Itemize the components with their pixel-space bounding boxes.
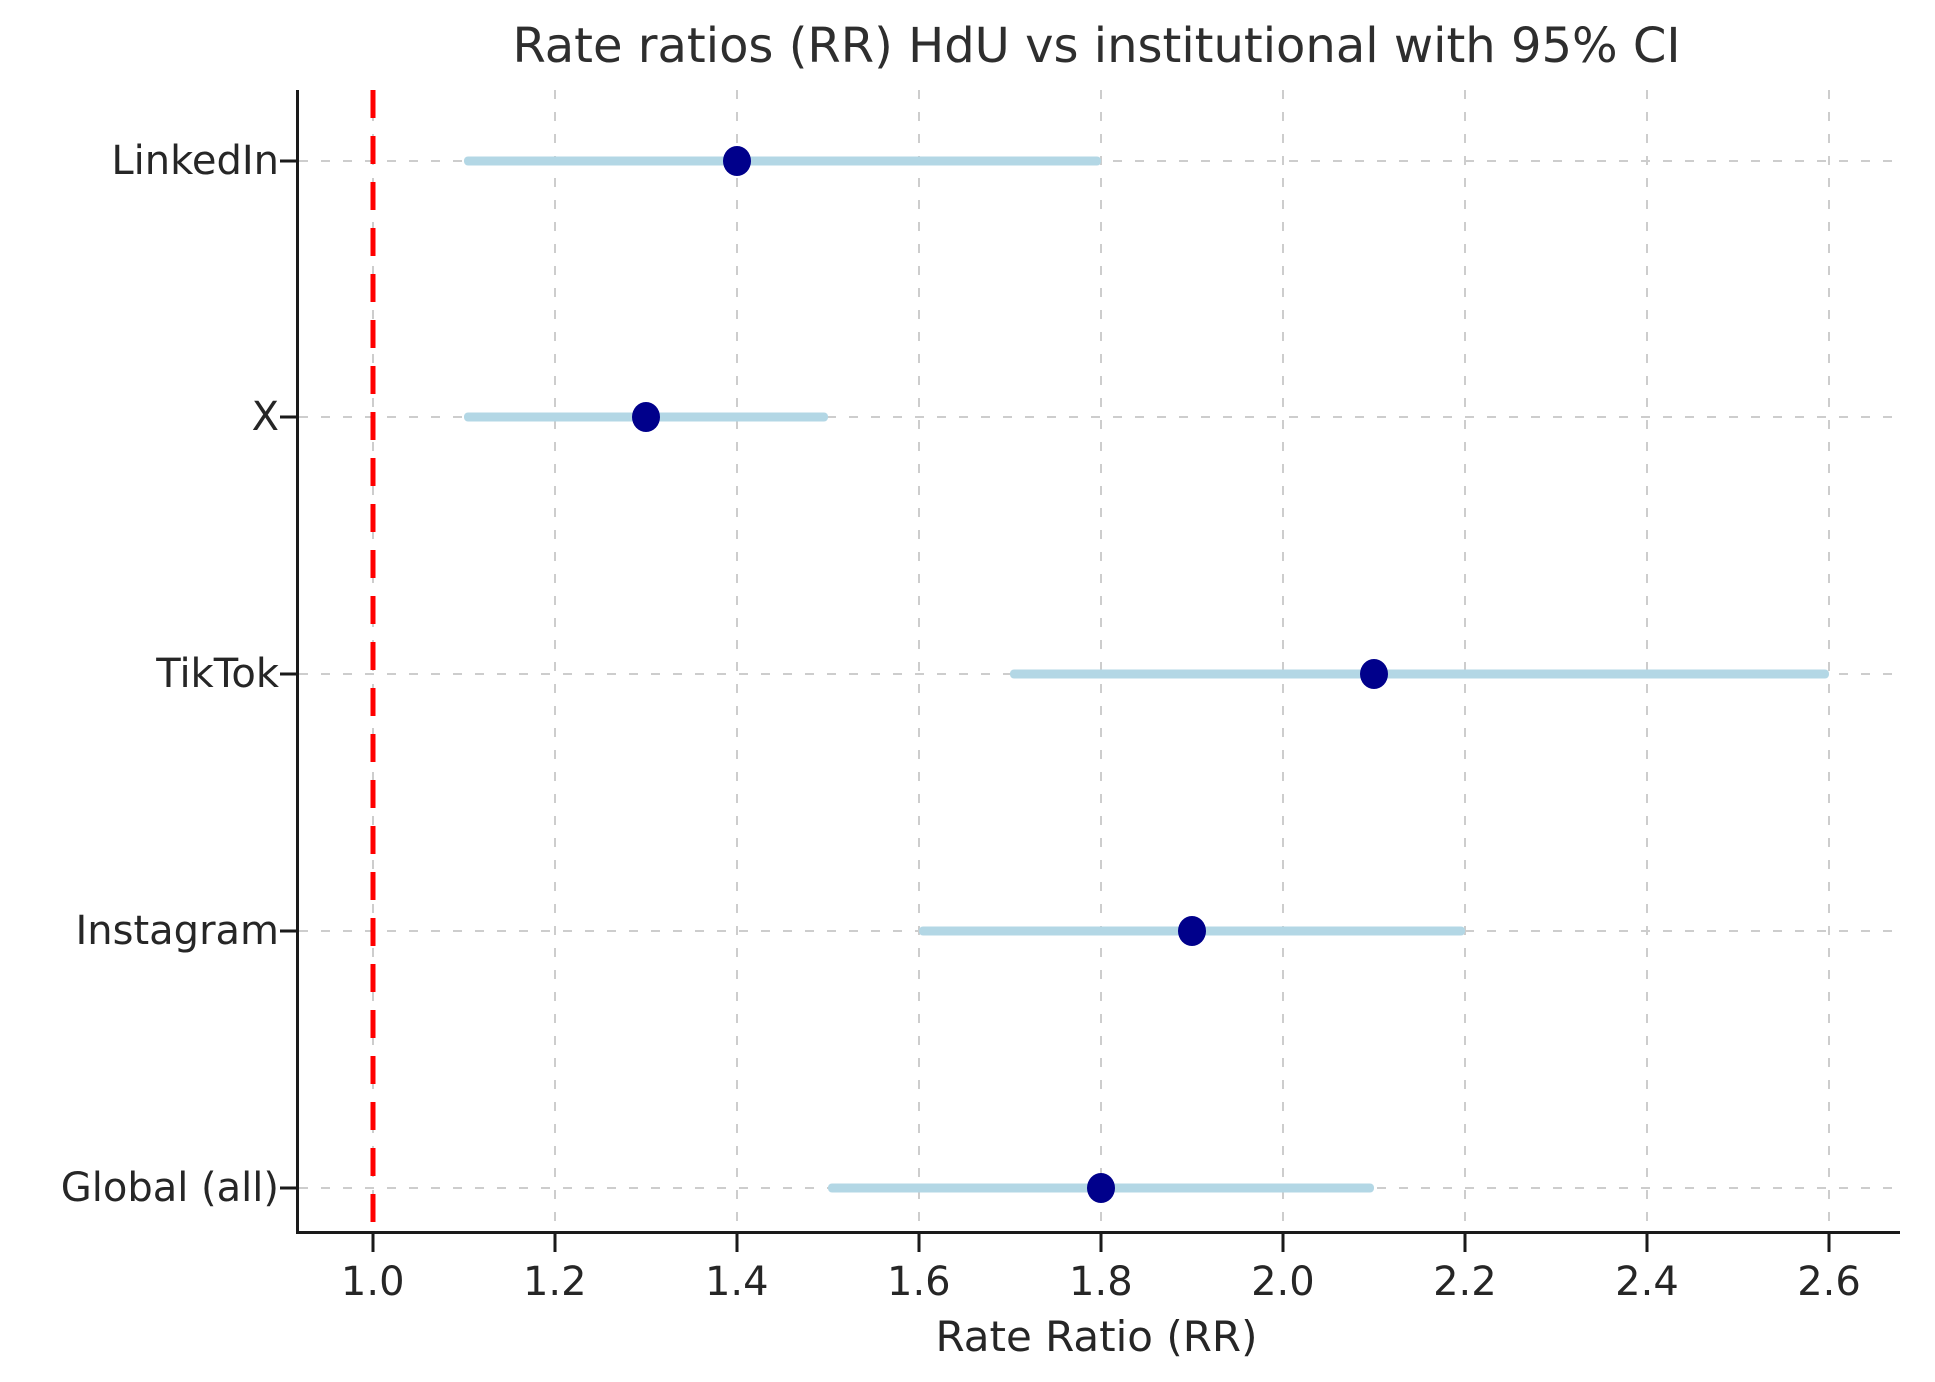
x-gridline (553, 90, 556, 1231)
data-point (1086, 1172, 1115, 1203)
x-tick-label: 1.6 (887, 1259, 951, 1305)
x-tick-label: 2.0 (1251, 1259, 1315, 1305)
x-tick (553, 1234, 557, 1252)
y-tick-label: TikTok (156, 651, 279, 698)
x-gridline (1828, 90, 1830, 1231)
y-tick-label: X (251, 394, 279, 441)
reference-line (370, 90, 376, 1231)
row-gridline (299, 416, 1900, 419)
x-tick-label: 2.2 (1433, 1259, 1497, 1305)
x-tick (1827, 1234, 1831, 1252)
data-point (1359, 659, 1388, 690)
x-gridline (1645, 90, 1648, 1231)
x-gridline (1281, 90, 1284, 1231)
x-tick (1463, 1234, 1467, 1252)
data-point (722, 145, 751, 176)
x-tick (917, 1234, 921, 1252)
ci-line (463, 156, 1101, 166)
y-tick-label: Instagram (75, 907, 280, 954)
x-tick-label: 1.2 (522, 1259, 587, 1305)
x-tick (1645, 1234, 1649, 1252)
x-tick-label: 2.4 (1615, 1259, 1679, 1305)
y-tick (280, 672, 296, 676)
x-gridline (1463, 90, 1466, 1231)
data-point (631, 402, 660, 433)
y-tick (280, 159, 296, 163)
x-tick-label: 1.8 (1069, 1259, 1133, 1305)
y-tick-label: LinkedIn (111, 137, 279, 184)
y-tick-label: Global (all) (60, 1164, 279, 1211)
y-tick (280, 415, 296, 419)
ci-line (1009, 669, 1829, 679)
x-tick (1099, 1234, 1103, 1252)
x-tick (735, 1234, 739, 1252)
x-tick-label: 1.4 (704, 1259, 769, 1305)
y-tick (280, 929, 296, 933)
x-tick (371, 1234, 375, 1252)
data-point (1177, 915, 1206, 946)
plot-area: 1.0 1.2 1.4 1.6 1.8 2.0 2.2 2.4 2.6 LinkedIn X TikT… (61, 90, 1900, 1305)
x-gridline (735, 90, 738, 1231)
y-tick (280, 1186, 296, 1190)
x-tick-label: 1.0 (340, 1259, 405, 1305)
x-gridline (1099, 90, 1102, 1231)
x-tick (1281, 1234, 1285, 1252)
x-axis-label: Rate Ratio (RR) (935, 1312, 1258, 1361)
x-tick-label: 2.6 (1797, 1259, 1861, 1305)
x-gridline (917, 90, 920, 1231)
chart-title: Rate ratios (RR) HdU vs institutional wi… (512, 18, 1681, 74)
